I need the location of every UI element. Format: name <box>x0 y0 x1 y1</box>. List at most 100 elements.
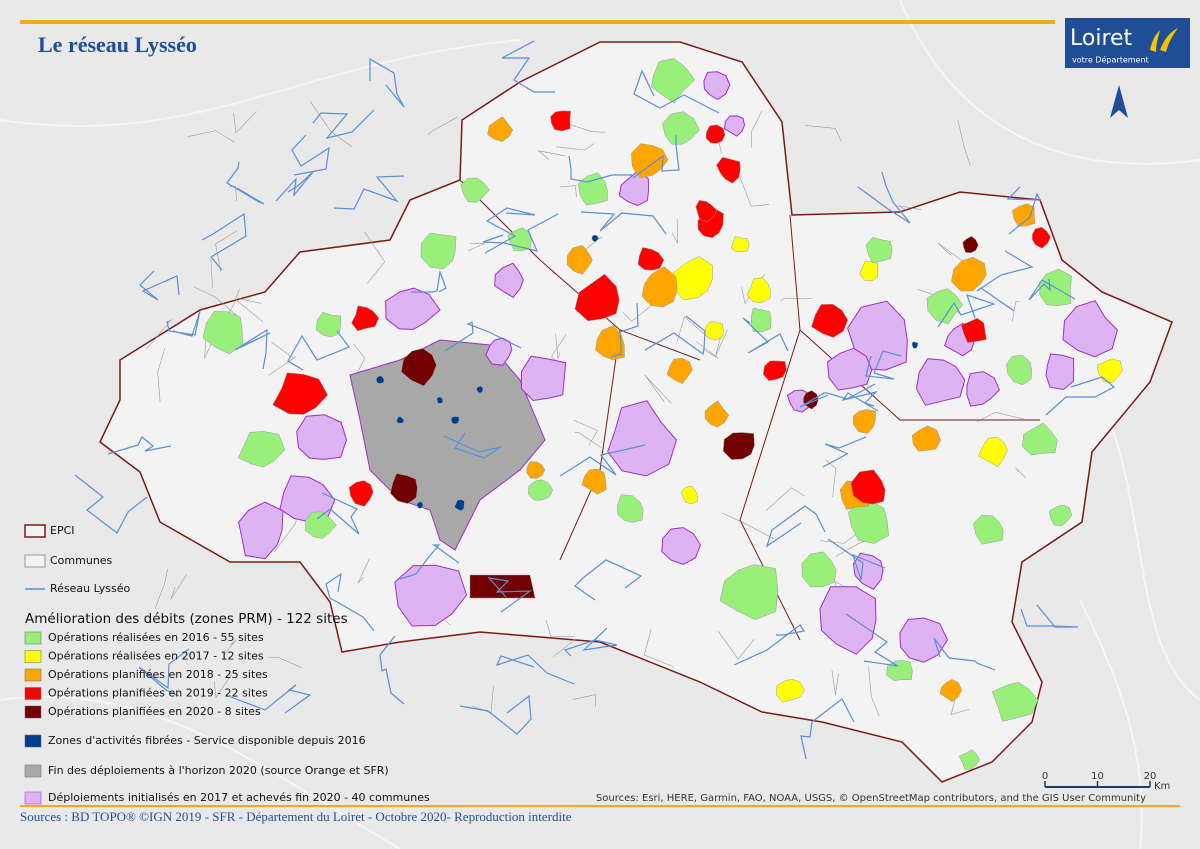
scale-label: 10 <box>1091 771 1104 782</box>
activity-zone <box>376 375 385 384</box>
deployment-commune <box>915 358 966 406</box>
commune-boundary <box>574 432 602 448</box>
commune-boundary <box>765 487 806 511</box>
zone-2016 <box>617 494 644 523</box>
network-line <box>865 350 902 380</box>
network-line <box>733 624 806 666</box>
network-line <box>1006 186 1041 235</box>
deployment-commune <box>819 586 877 655</box>
deployment-commune <box>607 400 678 477</box>
zone-2019 <box>351 305 380 332</box>
zone-2019 <box>850 469 886 505</box>
commune-boundary <box>555 333 560 359</box>
network <box>74 40 1116 760</box>
network-line <box>484 207 536 254</box>
zone-2018 <box>595 325 625 360</box>
network-line <box>316 492 360 535</box>
network-line <box>325 572 375 632</box>
commune-boundary <box>672 218 678 244</box>
zone-2020 <box>390 473 418 504</box>
network-line <box>580 211 667 235</box>
commune-boundary <box>194 286 241 319</box>
zone-2018 <box>631 143 669 179</box>
network-line <box>800 698 855 760</box>
legend-heading: Amélioration des débits (zones PRM) - 12… <box>25 611 348 627</box>
network-line <box>444 321 522 352</box>
commune-boundary <box>538 150 566 160</box>
commune-boundary <box>780 297 813 302</box>
zone-2018 <box>951 256 987 292</box>
zone-2016 <box>926 288 964 325</box>
top-rule <box>20 20 1055 24</box>
network-line <box>482 213 559 252</box>
activity-zone <box>450 416 460 425</box>
zone-2017 <box>731 236 750 253</box>
zone-2016 <box>991 681 1039 722</box>
deployment-commune <box>385 287 441 330</box>
commune-boundary <box>976 411 1024 423</box>
network-line <box>201 212 247 271</box>
commune-boundary <box>644 374 672 404</box>
network-line <box>827 538 886 581</box>
legend-label: EPCI <box>50 524 75 537</box>
deployment-commune <box>703 71 731 100</box>
network-line <box>574 559 643 601</box>
zone-2016 <box>751 307 772 333</box>
commune-boundary <box>573 420 598 446</box>
zone-2017 <box>978 436 1008 467</box>
network-line <box>1045 376 1116 416</box>
network-line <box>845 613 899 667</box>
commune-boundary <box>676 316 710 343</box>
bottom-rule <box>20 805 1180 807</box>
zone-2018 <box>581 468 607 495</box>
logo-text: Loiret <box>1070 26 1133 51</box>
commune-boundary <box>556 143 594 151</box>
network-line <box>633 69 720 114</box>
north-arrow <box>1110 85 1128 118</box>
network-line <box>568 155 632 183</box>
commune-boundary <box>553 638 577 657</box>
commune-boundary <box>222 639 237 657</box>
activity-zone <box>454 499 465 512</box>
title: Le réseau Lysséo <box>38 32 197 57</box>
commune-boundary <box>154 568 168 610</box>
deployment-commune <box>827 347 873 391</box>
logo-mark <box>1150 28 1178 52</box>
zone-2019 <box>762 360 787 381</box>
commune-boundary <box>1011 300 1020 322</box>
network-line <box>487 577 532 613</box>
commune-boundary <box>268 656 303 669</box>
zone-2016 <box>305 511 337 539</box>
commune-boundary <box>310 101 353 147</box>
zone-2016 <box>651 58 696 104</box>
zone-2018 <box>526 461 546 479</box>
legend-label: Réseau Lysséo <box>50 582 130 595</box>
commune-boundary <box>715 329 728 357</box>
legend-label: Déploiements initialisés en 2017 et ache… <box>48 791 430 804</box>
commune-boundary <box>146 319 172 350</box>
zone-2016 <box>1022 422 1058 456</box>
commune-boundary <box>468 242 485 252</box>
network-line <box>275 171 314 202</box>
legend-label: Opérations réalisées en 2017 - 12 sites <box>48 650 264 663</box>
legend-label: Opérations planifiées en 2018 - 25 sites <box>48 668 268 681</box>
zone-2019 <box>348 480 374 507</box>
zone-2016 <box>865 237 893 264</box>
zone-2020 <box>722 432 755 460</box>
credits: Sources: Esri, HERE, Garmin, FAO, NOAA, … <box>596 793 1146 804</box>
zone-2018 <box>666 358 693 385</box>
deployment-commune <box>723 115 746 137</box>
network-line <box>610 302 639 358</box>
zone-2016 <box>958 749 981 770</box>
zone-2020 <box>962 236 979 253</box>
network-line <box>1028 278 1076 301</box>
legend-swatch <box>24 524 46 538</box>
network-line <box>976 250 1034 312</box>
legend-swatch <box>24 650 42 663</box>
activity-zone <box>436 396 444 404</box>
deployment-commune <box>296 414 348 460</box>
zone-2016 <box>848 501 889 544</box>
zone-2018 <box>704 400 730 428</box>
